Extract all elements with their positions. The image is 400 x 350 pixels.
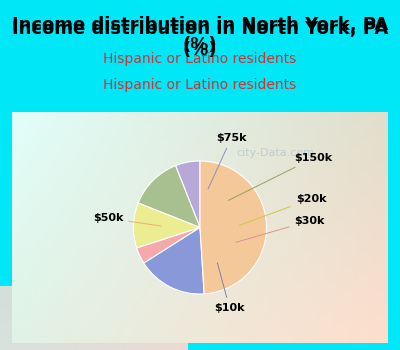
Text: $50k: $50k: [93, 213, 161, 226]
Text: Hispanic or Latino residents: Hispanic or Latino residents: [103, 52, 297, 66]
Text: $75k: $75k: [208, 133, 247, 189]
Text: Income distribution in North York, PA
(%): Income distribution in North York, PA (%…: [12, 15, 388, 54]
Text: city-Data.com: city-Data.com: [237, 148, 315, 158]
Wedge shape: [144, 228, 204, 294]
Text: Hispanic or Latino residents: Hispanic or Latino residents: [103, 78, 297, 92]
Wedge shape: [137, 228, 200, 263]
Text: Income distribution in North York, PA
(%): Income distribution in North York, PA (%…: [12, 20, 388, 59]
Text: $20k: $20k: [239, 194, 326, 225]
Bar: [3, 140, 397, 348]
Wedge shape: [176, 161, 200, 228]
Wedge shape: [134, 203, 200, 248]
Text: $30k: $30k: [236, 216, 325, 242]
Wedge shape: [200, 161, 266, 294]
Text: $10k: $10k: [214, 263, 245, 313]
Wedge shape: [138, 166, 200, 228]
Text: $150k: $150k: [228, 153, 332, 201]
